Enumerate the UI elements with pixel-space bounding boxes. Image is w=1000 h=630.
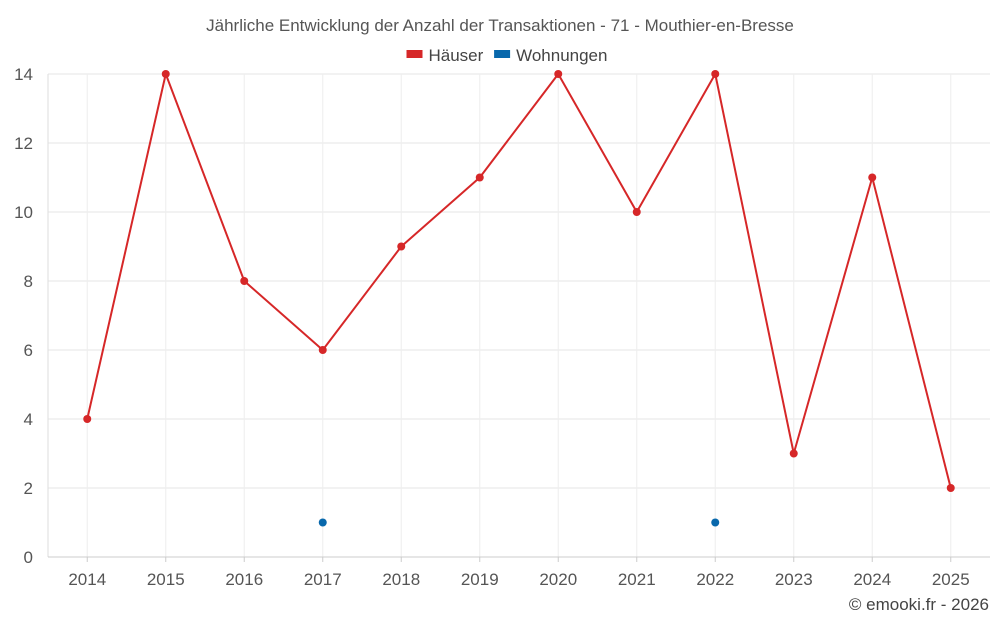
x-tick-label: 2021 [618, 570, 656, 589]
x-tick-label: 2023 [775, 570, 813, 589]
y-tick-label: 6 [24, 341, 33, 360]
x-tick-label: 2016 [225, 570, 263, 589]
data-point [161, 70, 170, 78]
data-point [632, 208, 641, 216]
series-wohnungen [318, 518, 720, 527]
data-point [318, 518, 327, 527]
data-point [83, 415, 92, 423]
data-point [868, 173, 877, 182]
y-tick-label: 2 [24, 479, 33, 498]
x-tick-label: 2020 [539, 570, 577, 589]
x-tick-label: 2015 [147, 570, 185, 589]
legend: Häuser Wohnungen [406, 46, 607, 65]
data-point [946, 484, 955, 492]
x-tick-label: 2025 [932, 570, 970, 589]
y-tick-label: 0 [24, 548, 33, 567]
data-point [397, 242, 406, 251]
x-tick-label: 2022 [696, 570, 734, 589]
legend-label: Häuser [429, 46, 484, 65]
legend-swatch [406, 50, 423, 58]
y-tick-label: 10 [14, 203, 33, 222]
y-tick-label: 14 [14, 65, 33, 84]
data-point [554, 70, 563, 78]
series-line [86, 73, 952, 489]
grid [48, 73, 990, 558]
series-h-user [83, 70, 955, 492]
data-point [475, 173, 484, 182]
series-layer [83, 70, 955, 527]
chart-title: Jährliche Entwicklung der Anzahl der Tra… [206, 16, 794, 35]
y-tick-label: 12 [14, 134, 33, 153]
legend-label: Wohnungen [516, 46, 607, 65]
x-tick-label: 2024 [853, 570, 891, 589]
axes: 0 2 4 6 8 10 12 14 2014 2015 2016 2017 2018 2019 2020 2… [14, 65, 990, 589]
x-tick-label: 2019 [461, 570, 499, 589]
data-point [318, 346, 327, 354]
legend-swatch [494, 50, 511, 58]
data-point [711, 70, 720, 78]
x-tick-label: 2018 [382, 570, 420, 589]
y-tick-label: 8 [24, 272, 33, 291]
data-point [240, 277, 249, 285]
data-point [711, 518, 720, 527]
data-point [789, 449, 798, 458]
y-tick-label: 4 [24, 410, 33, 429]
credit-text: © emooki.fr - 2026 [849, 595, 989, 614]
x-tick-label: 2014 [68, 570, 106, 589]
x-tick-label: 2017 [304, 570, 342, 589]
